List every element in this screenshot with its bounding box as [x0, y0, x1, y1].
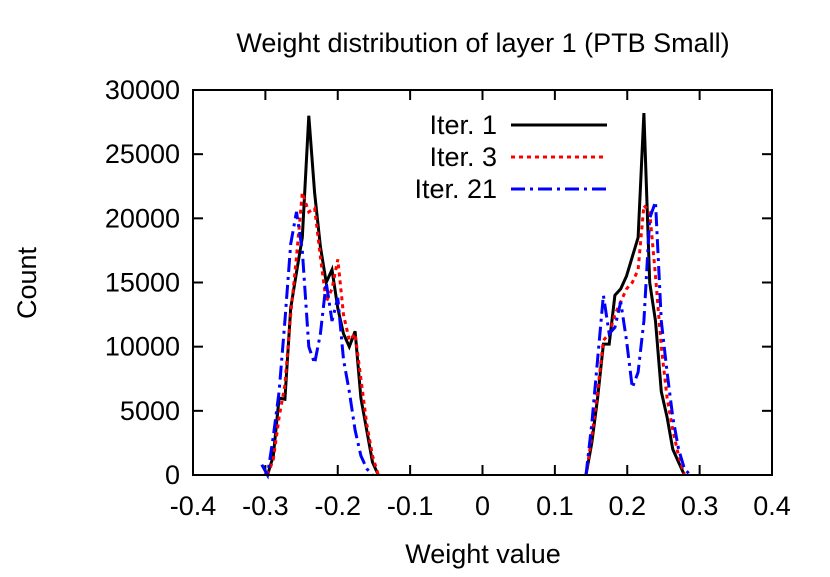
legend-label-iter-21: Iter. 21: [414, 174, 497, 204]
x-tick-label: -0.1: [387, 491, 434, 521]
x-tick-label: 0.3: [681, 491, 719, 521]
series-line-iter-21-negative: [260, 211, 374, 480]
series-line-iter-3-negative: [266, 192, 380, 476]
x-tick-label: 0.1: [536, 491, 574, 521]
x-tick-label: -0.3: [242, 491, 289, 521]
series-line-iter-21-positive: [584, 201, 692, 477]
y-tick-label: 30000: [105, 75, 180, 105]
x-tick-label: 0: [475, 491, 490, 521]
y-tick-label: 25000: [105, 139, 180, 169]
x-axis-label: Weight value: [405, 539, 561, 569]
x-tick-label: 0.2: [608, 491, 646, 521]
x-tick-label: -0.4: [170, 491, 217, 521]
plot-frame: [192, 89, 773, 476]
y-tick-label: 5000: [120, 396, 180, 426]
legend-label-iter-1: Iter. 1: [429, 110, 497, 140]
series-line-iter-1-negative: [266, 115, 380, 476]
x-tick-label: -0.2: [314, 491, 361, 521]
y-tick-label: 15000: [105, 268, 180, 298]
y-axis-label: Count: [12, 246, 42, 319]
legend-label-iter-3: Iter. 3: [429, 142, 497, 172]
chart-title: Weight distribution of layer 1 (PTB Smal…: [236, 28, 729, 58]
y-tick-label: 20000: [105, 203, 180, 233]
x-tick-label: 0.4: [753, 491, 791, 521]
series-line-iter-3-positive: [584, 201, 686, 476]
y-tick-label: 10000: [105, 332, 180, 362]
y-tick-label: 0: [165, 460, 180, 490]
